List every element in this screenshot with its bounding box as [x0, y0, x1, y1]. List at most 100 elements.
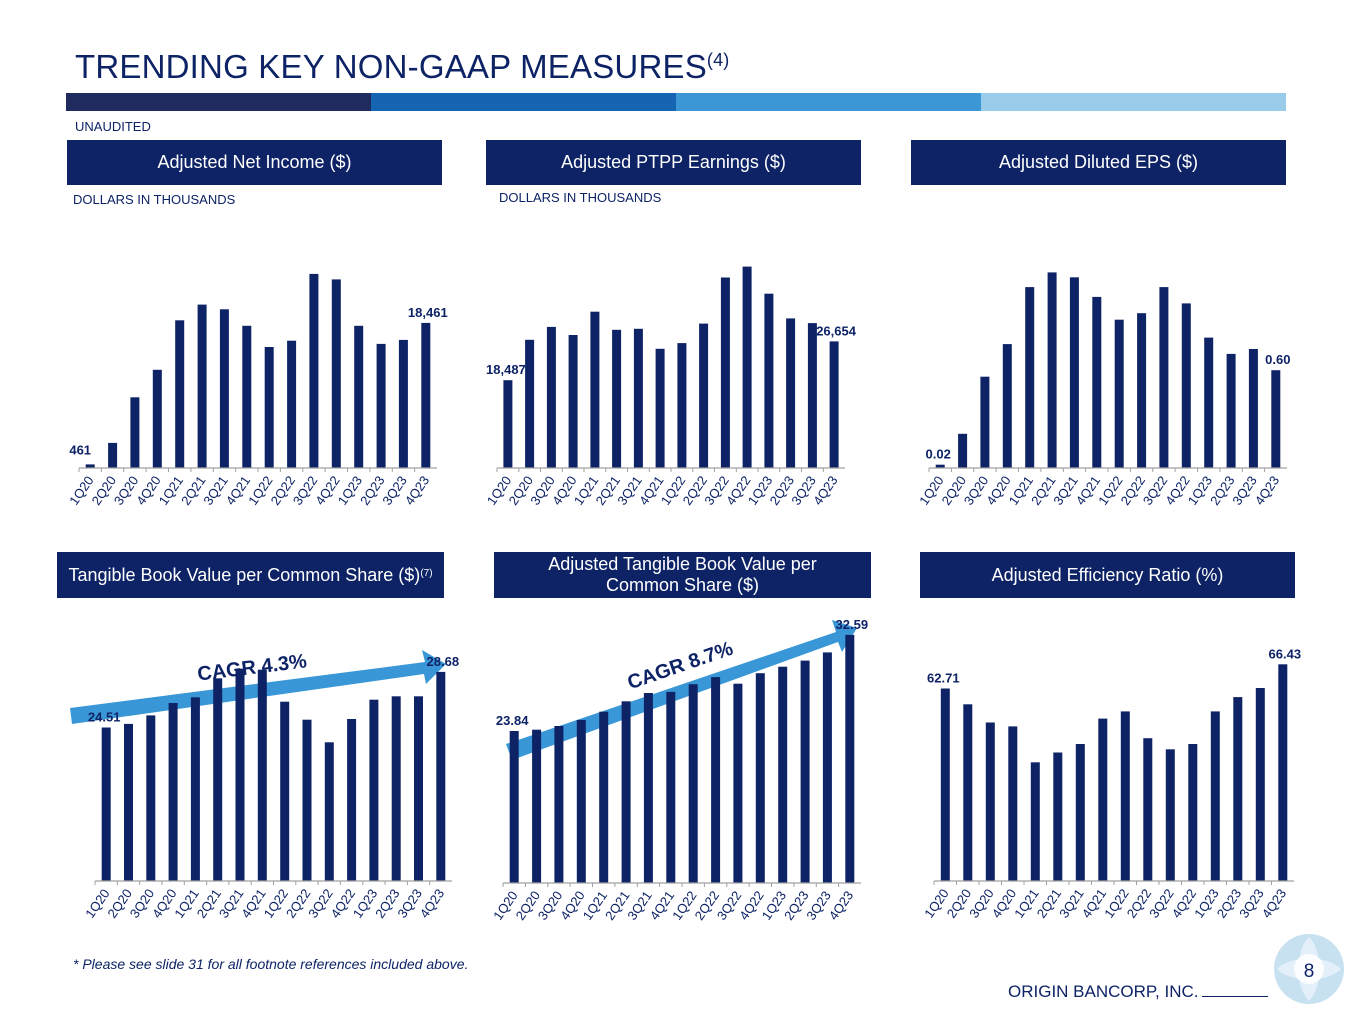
- net-income-bar-3Q21: [219, 309, 229, 468]
- tbv-header-footnote: (7): [420, 567, 433, 579]
- eps-bar-4Q22: [1181, 303, 1191, 468]
- net-income-bar-1Q20: [85, 464, 95, 468]
- ptpp-bar-2Q20: [525, 339, 535, 469]
- eps-bar-4Q20: [1002, 344, 1012, 468]
- ptpp-bar-2Q21: [612, 329, 622, 468]
- net-income-bar-1Q21: [175, 320, 185, 468]
- net-income-bar-2Q20: [108, 442, 118, 468]
- efficiency-bar-4Q20: [1008, 726, 1018, 881]
- page-number: 8: [1303, 961, 1315, 982]
- adj-tbv-bar-4Q22: [755, 673, 765, 883]
- net-income-bar-1Q23: [354, 325, 364, 468]
- efficiency-bar-2Q21: [1053, 752, 1063, 881]
- net-income-units-note: DOLLARS IN THOUSANDS: [73, 192, 236, 207]
- adj-tbv-bar-3Q20: [554, 726, 564, 883]
- ptpp-bar-4Q20: [568, 335, 578, 468]
- eps-header: Adjusted Diluted EPS ($): [911, 140, 1286, 185]
- adj-tbv-bar-1Q22: [688, 684, 698, 883]
- tbv-bar-3Q23: [414, 696, 423, 881]
- unaudited-label: UNAUDITED: [75, 119, 151, 134]
- efficiency-bar-1Q21: [1030, 762, 1040, 881]
- tbv-data-label: 24.51: [88, 710, 121, 725]
- ptpp-bar-1Q22: [677, 343, 687, 468]
- adj-tbv-bar-1Q20: [509, 731, 519, 883]
- eps-bar-2Q22: [1137, 313, 1147, 468]
- efficiency-bar-3Q23: [1255, 688, 1265, 881]
- net-income-bar-4Q20: [152, 369, 162, 468]
- tbv-bar-2Q23: [391, 696, 401, 881]
- net-income-bar-2Q22: [287, 340, 297, 468]
- tbv-bar-4Q23: [436, 671, 446, 881]
- adj-tbv-bar-4Q23: [845, 634, 855, 883]
- tbv-bar-3Q22: [324, 742, 334, 881]
- ptpp-bar-1Q20: [503, 380, 513, 468]
- tbv-bar-2Q22: [302, 719, 312, 881]
- tbv-bar-1Q20: [101, 727, 111, 881]
- eps-bar-1Q21: [1025, 287, 1035, 468]
- eps-data-label: 0.60: [1265, 352, 1290, 367]
- efficiency-bar-1Q23: [1210, 711, 1220, 881]
- ptpp-bar-3Q20: [546, 326, 556, 468]
- adj-tbv-data-label: 32.59: [836, 617, 869, 632]
- adj-tbv-bar-4Q21: [666, 691, 676, 883]
- ptpp-bar-3Q21: [633, 328, 643, 468]
- net-income-category-label: 4Q23: [402, 473, 433, 508]
- eps-bar-4Q21: [1092, 296, 1102, 468]
- adj-tbv-cagr-arrow: [506, 620, 857, 760]
- footnote: * Please see slide 31 for all footnote r…: [73, 956, 469, 972]
- tbv-category-label: 4Q23: [417, 886, 448, 921]
- ptpp-units-note: DOLLARS IN THOUSANDS: [499, 190, 662, 205]
- title-band-2: [371, 93, 676, 111]
- tbv-header: Tangible Book Value per Common Share ($)…: [57, 552, 444, 598]
- eps-bar-1Q23: [1204, 337, 1214, 468]
- eps-bar-4Q23: [1271, 370, 1281, 468]
- ptpp-bar-1Q21: [590, 311, 600, 468]
- net-income-bar-2Q21: [197, 304, 207, 468]
- tbv-bar-2Q21: [213, 678, 223, 881]
- ptpp-category-label: 4Q23: [810, 473, 841, 508]
- tbv-bar-1Q23: [369, 699, 379, 881]
- ptpp-bar-3Q22: [720, 277, 730, 468]
- ptpp-bar-1Q23: [764, 293, 774, 468]
- company-name: ORIGIN BANCORP, INC.: [1008, 982, 1268, 1002]
- efficiency-bar-1Q22: [1120, 711, 1130, 881]
- ptpp-bar-4Q21: [655, 348, 665, 468]
- net-income-bar-4Q21: [242, 325, 252, 468]
- efficiency-bar-1Q20: [940, 688, 950, 881]
- company-underline: [1201, 996, 1268, 997]
- efficiency-data-label: 62.71: [927, 671, 960, 686]
- efficiency-bar-4Q21: [1098, 718, 1108, 881]
- adj-tbv-bar-2Q22: [711, 677, 721, 883]
- adj-tbv-bar-1Q23: [778, 666, 788, 883]
- adj-tbv-header-line2: Common Share ($): [605, 575, 760, 595]
- eps-bar-2Q23: [1226, 353, 1236, 468]
- adj-tbv-header: Adjusted Tangible Book Value per Common S…: [494, 552, 871, 598]
- page-title-text: TRENDING KEY NON-GAAP MEASURES: [75, 48, 707, 85]
- eps-bar-1Q22: [1114, 319, 1124, 468]
- title-band-1: [66, 93, 371, 111]
- eps-bar-3Q20: [980, 376, 990, 468]
- adj-tbv-bar-3Q23: [822, 652, 832, 883]
- tbv-bar-1Q22: [280, 701, 290, 881]
- tbv-bar-2Q20: [124, 723, 133, 881]
- eps-bar-3Q22: [1159, 287, 1169, 468]
- net-income-data-label: 18,461: [408, 305, 448, 320]
- eps-bar-2Q20: [958, 433, 968, 468]
- eps-data-label: 0.02: [926, 447, 951, 462]
- origin-logo-icon: [1274, 934, 1344, 1004]
- efficiency-header: Adjusted Efficiency Ratio (%): [920, 552, 1295, 598]
- adj-tbv-bar-1Q21: [599, 711, 609, 883]
- net-income-bar-4Q22: [331, 279, 341, 468]
- ptpp-bar-4Q23: [829, 341, 839, 468]
- eps-bar-3Q23: [1248, 349, 1258, 468]
- adj-tbv-header-line1: Adjusted Tangible Book Value per: [548, 554, 817, 574]
- eps-bar-3Q21: [1069, 277, 1079, 468]
- tbv-bar-4Q20: [168, 703, 178, 881]
- title-band-4: [981, 93, 1286, 111]
- efficiency-data-label: 66.43: [1269, 646, 1302, 661]
- adj-tbv-bar-3Q21: [643, 693, 653, 883]
- ptpp-bar-2Q22: [699, 323, 709, 468]
- adj-tbv-bar-2Q20: [532, 729, 542, 883]
- net-income-header: Adjusted Net Income ($): [67, 140, 442, 185]
- net-income-bar-3Q20: [130, 397, 140, 468]
